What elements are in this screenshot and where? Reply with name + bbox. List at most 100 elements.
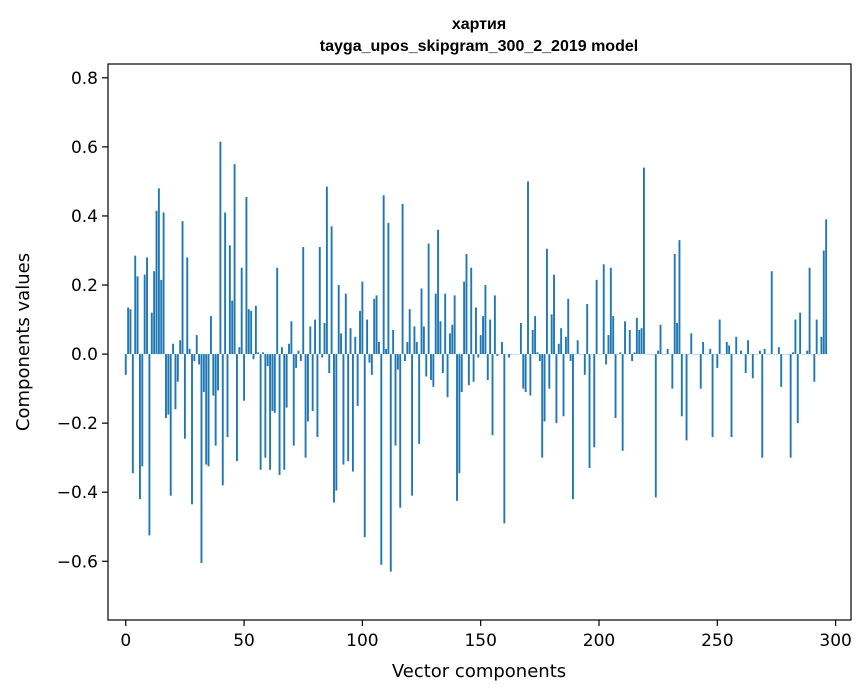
bar: [359, 310, 361, 355]
chart-subtitle: tayga_upos_skipgram_300_2_2019 model: [320, 38, 638, 55]
bar: [560, 328, 563, 355]
x-tick-label: 250: [701, 631, 733, 651]
y-tick-label: −0.2: [57, 414, 98, 434]
bar: [406, 342, 409, 355]
x-tick-label: 100: [346, 631, 378, 651]
bar: [335, 354, 338, 491]
bar: [612, 316, 615, 355]
bar: [477, 354, 480, 358]
bar: [238, 347, 241, 355]
bar: [467, 354, 470, 386]
bar: [815, 319, 818, 355]
bar: [491, 354, 494, 436]
bar: [808, 267, 811, 355]
bar: [146, 257, 148, 355]
bar: [536, 352, 539, 355]
bar: [690, 333, 693, 355]
bar: [456, 354, 458, 501]
bar: [271, 354, 274, 412]
bar: [758, 350, 761, 355]
bar: [396, 354, 399, 370]
bar: [595, 279, 598, 355]
bar: [451, 324, 454, 355]
bar: [777, 347, 780, 355]
bar: [553, 274, 555, 355]
bar: [328, 354, 331, 374]
bar: [370, 354, 373, 375]
bar: [543, 354, 546, 422]
bar: [181, 221, 184, 355]
bar: [356, 354, 359, 406]
bar: [205, 354, 208, 465]
bar: [309, 326, 312, 355]
bar: [278, 354, 281, 475]
bar: [167, 354, 170, 415]
bar: [472, 354, 475, 382]
bar: [240, 267, 243, 355]
bar: [224, 212, 227, 355]
bar: [226, 354, 229, 437]
bar: [763, 348, 766, 355]
bar: [792, 352, 794, 355]
bar: [751, 354, 754, 379]
bar: [586, 304, 589, 355]
bar: [179, 340, 182, 355]
bar: [602, 264, 605, 355]
bar: [172, 343, 175, 355]
bar: [564, 336, 567, 355]
y-tick-label: 0.4: [71, 207, 98, 227]
bar: [361, 281, 364, 355]
bar: [522, 354, 525, 389]
bar: [465, 253, 468, 355]
bar: [321, 354, 324, 358]
y-tick-label: 0.8: [71, 69, 98, 89]
bar: [718, 319, 721, 355]
bar: [638, 329, 641, 355]
chart-title: хартия: [452, 16, 506, 33]
bar: [685, 354, 688, 441]
bar: [228, 245, 231, 355]
bar: [747, 340, 750, 355]
bar: [250, 310, 253, 355]
bar: [307, 354, 309, 422]
bar: [633, 352, 636, 355]
bar: [186, 257, 189, 355]
bar: [624, 321, 626, 355]
bar: [493, 295, 496, 355]
bar: [711, 354, 714, 437]
bar: [439, 321, 442, 355]
bar: [735, 336, 738, 355]
bar: [441, 354, 444, 374]
bar: [444, 293, 447, 355]
bar: [489, 319, 492, 355]
bar: [806, 350, 809, 355]
bar: [635, 317, 638, 355]
bar: [508, 354, 511, 358]
bar: [699, 354, 702, 389]
bar: [789, 354, 792, 458]
bar: [427, 243, 430, 355]
bar: [607, 335, 610, 355]
bar: [366, 319, 369, 355]
x-tick-label: 150: [464, 631, 496, 651]
bar: [404, 354, 406, 361]
plot-frame: [107, 63, 852, 621]
bar: [422, 326, 425, 355]
bar: [401, 203, 404, 355]
bar: [174, 354, 177, 410]
bar: [545, 248, 548, 355]
bar: [207, 354, 210, 467]
bar: [628, 329, 631, 355]
bar: [643, 167, 645, 355]
bar: [150, 312, 153, 355]
bar: [394, 354, 397, 446]
bar: [538, 354, 541, 361]
bar: [288, 343, 290, 355]
y-tick-label: −0.4: [57, 483, 98, 503]
bar: [191, 354, 193, 505]
bar: [453, 295, 456, 355]
bar: [221, 354, 224, 486]
bar: [486, 354, 489, 380]
bar: [680, 354, 683, 417]
